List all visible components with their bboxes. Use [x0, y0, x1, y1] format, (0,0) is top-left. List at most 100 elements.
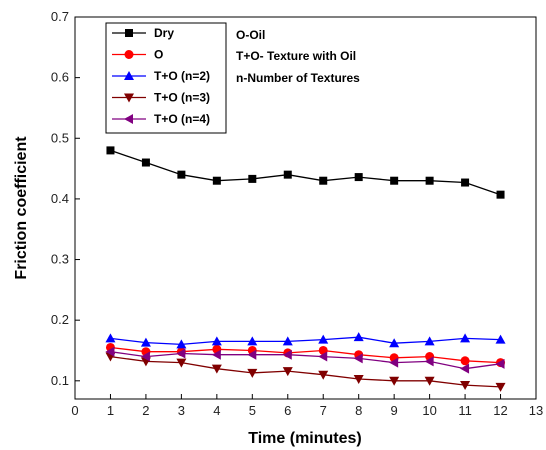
data-point — [176, 348, 186, 359]
data-point — [390, 176, 399, 185]
series-0 — [106, 146, 505, 199]
legend-marker — [124, 50, 134, 59]
data-point — [247, 349, 257, 360]
data-point — [176, 339, 187, 349]
data-point — [495, 334, 506, 344]
series-1 — [105, 342, 506, 368]
x-tick-label: 7 — [320, 403, 327, 418]
data-point — [495, 382, 506, 392]
data-point — [318, 351, 328, 362]
annotation-block: O-Oil T+O- Texture with Oil n-Number of … — [236, 28, 360, 85]
y-tick-label: 0.3 — [51, 252, 69, 267]
data-point — [283, 170, 292, 179]
legend-label: T+O (n=3) — [154, 91, 210, 105]
data-point — [389, 338, 400, 348]
x-tick-label: 5 — [249, 403, 256, 418]
legend: Dry O T+O (n=2) T+O (n=3) T+O (n=4) — [105, 22, 227, 134]
data-point — [460, 333, 471, 343]
y-axis-title: Friction coefficient — [13, 136, 30, 280]
data-point — [354, 173, 363, 182]
legend-marker — [124, 114, 133, 124]
x-tick-label: 11 — [458, 403, 472, 418]
legend-entry: T+O (n=3) — [112, 91, 210, 105]
series-line — [110, 336, 501, 346]
series-line — [110, 346, 501, 364]
data-point — [105, 333, 116, 343]
legend-marker — [125, 29, 133, 37]
series-layer — [105, 146, 506, 392]
annotation-oil: O-Oil — [236, 28, 265, 42]
x-tick-label: 13 — [529, 403, 543, 418]
data-point — [282, 367, 293, 377]
data-point — [389, 376, 400, 386]
data-point — [353, 353, 363, 364]
x-tick-label: 10 — [422, 403, 436, 418]
data-point — [461, 178, 470, 187]
series-2 — [105, 332, 506, 349]
y-tick-label: 0.2 — [51, 312, 69, 327]
data-point — [105, 346, 115, 357]
data-point — [140, 337, 151, 347]
legend-label: T+O (n=4) — [154, 112, 210, 126]
legend-label: Dry — [154, 26, 174, 40]
data-point — [424, 356, 434, 367]
data-point — [318, 370, 329, 380]
data-point — [141, 158, 150, 167]
x-tick-label: 4 — [213, 403, 220, 418]
data-point — [318, 334, 329, 344]
data-point — [211, 336, 222, 346]
data-point — [211, 349, 221, 360]
x-axis-ticks: 0 1 2 3 4 5 6 7 8 9 10 11 12 13 — [71, 394, 543, 418]
data-point — [460, 363, 470, 374]
y-tick-label: 0.5 — [51, 130, 69, 145]
x-tick-label: 12 — [493, 403, 507, 418]
data-point — [460, 356, 470, 366]
data-point — [319, 176, 328, 185]
x-axis-title: Time (minutes) — [248, 430, 362, 447]
x-tick-label: 0 — [71, 403, 78, 418]
data-point — [425, 176, 434, 185]
data-point — [248, 174, 257, 183]
data-point — [496, 190, 505, 199]
x-tick-label: 2 — [142, 403, 149, 418]
data-point — [211, 364, 222, 374]
annotation-number-textures: n-Number of Textures — [236, 71, 360, 85]
series-line — [110, 149, 501, 196]
data-point — [212, 176, 221, 185]
data-point — [177, 170, 186, 179]
data-point — [495, 358, 505, 369]
data-point — [282, 336, 293, 346]
y-tick-label: 0.6 — [51, 70, 69, 85]
series-4 — [105, 346, 505, 374]
data-point — [460, 381, 471, 391]
legend-entry: O — [112, 48, 163, 62]
data-point — [282, 349, 292, 360]
data-point — [424, 336, 435, 346]
data-point — [353, 332, 364, 342]
y-tick-label: 0.7 — [51, 9, 69, 24]
series-3 — [105, 352, 506, 392]
y-axis-ticks: 0.1 0.2 0.3 0.4 0.5 0.6 0.7 — [51, 9, 80, 388]
y-tick-label: 0.4 — [51, 191, 69, 206]
legend-marker — [124, 71, 134, 80]
x-tick-label: 3 — [178, 403, 185, 418]
series-line — [110, 355, 501, 388]
legend-label: T+O (n=2) — [154, 69, 210, 83]
y-tick-label: 0.1 — [51, 373, 69, 388]
legend-marker — [124, 93, 134, 103]
data-point — [353, 374, 364, 384]
data-point — [247, 336, 258, 346]
data-point — [247, 368, 258, 378]
data-point — [176, 358, 187, 368]
data-point — [140, 351, 150, 362]
plot-frame — [74, 16, 537, 400]
series-line — [110, 351, 501, 370]
annotation-texture-oil: T+O- Texture with Oil — [236, 49, 356, 63]
x-tick-label: 1 — [107, 403, 114, 418]
x-tick-label: 6 — [284, 403, 291, 418]
legend-entry: T+O (n=4) — [112, 112, 210, 126]
legend-label: O — [154, 48, 163, 62]
legend-entry: Dry — [112, 26, 174, 40]
x-tick-label: 8 — [355, 403, 362, 418]
